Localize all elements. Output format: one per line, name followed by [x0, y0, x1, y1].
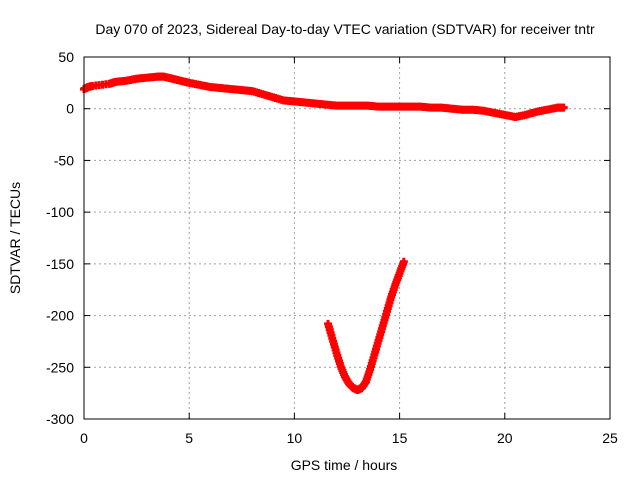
y-tick-label: 0	[66, 101, 74, 117]
x-tick-label: 5	[185, 430, 193, 446]
chart-title: Day 070 of 2023, Sidereal Day-to-day VTE…	[95, 21, 595, 37]
y-tick-label: -50	[54, 152, 74, 168]
data-point	[399, 257, 408, 266]
x-tick-label: 20	[497, 430, 513, 446]
x-tick-label: 15	[392, 430, 408, 446]
y-tick-label: 50	[58, 49, 74, 65]
x-axis-label: GPS time / hours	[291, 457, 398, 473]
y-tick-label: -300	[46, 411, 74, 427]
y-tick-label: -200	[46, 308, 74, 324]
y-tick-label: -250	[46, 359, 74, 375]
x-tick-label: 0	[80, 430, 88, 446]
y-tick-label: -100	[46, 204, 74, 220]
x-tick-label: 10	[287, 430, 303, 446]
axis-ticks: 0 5 10 15 20 25 50 0 -50 -100 -150 -200 -250 -300	[46, 49, 618, 446]
data-series	[80, 72, 568, 395]
plot-frame	[83, 56, 611, 420]
y-tick-label: -150	[46, 256, 74, 272]
data-point	[559, 103, 568, 112]
y-axis-label: SDTVAR / TECUs	[7, 182, 23, 294]
x-tick-label: 25	[602, 430, 618, 446]
